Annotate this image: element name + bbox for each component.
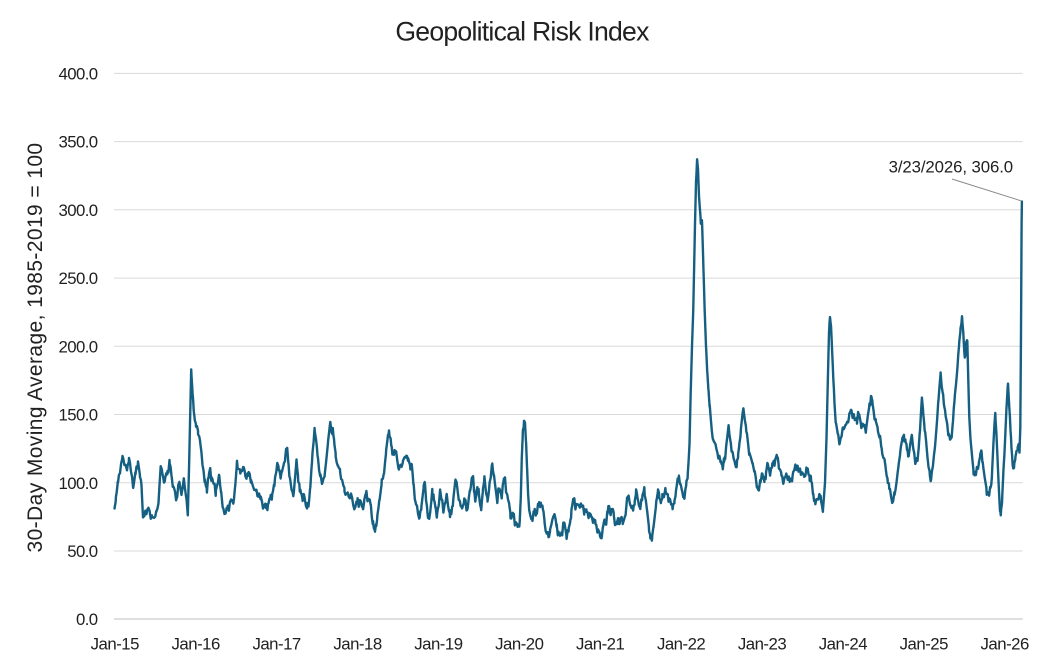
- svg-text:Jan-22: Jan-22: [657, 634, 705, 653]
- svg-text:Jan-15: Jan-15: [91, 634, 139, 653]
- svg-text:Geopolitical Risk Index: Geopolitical Risk Index: [395, 17, 650, 47]
- svg-text:100.0: 100.0: [59, 474, 98, 493]
- svg-text:Jan-18: Jan-18: [333, 634, 381, 653]
- svg-text:250.0: 250.0: [59, 269, 98, 288]
- svg-text:3/23/2026, 306.0: 3/23/2026, 306.0: [889, 157, 1013, 176]
- svg-text:200.0: 200.0: [59, 337, 98, 356]
- svg-text:Jan-24: Jan-24: [819, 634, 867, 653]
- svg-text:30-Day Moving Average, 1985-20: 30-Day Moving Average, 1985-2019 = 100: [24, 142, 47, 552]
- svg-text:Jan-17: Jan-17: [252, 634, 300, 653]
- svg-text:400.0: 400.0: [59, 64, 98, 83]
- svg-text:300.0: 300.0: [59, 201, 98, 220]
- svg-text:Jan-25: Jan-25: [900, 634, 948, 653]
- svg-text:50.0: 50.0: [67, 542, 98, 561]
- svg-text:Jan-20: Jan-20: [495, 634, 543, 653]
- svg-text:Jan-19: Jan-19: [414, 634, 462, 653]
- svg-text:Jan-21: Jan-21: [576, 634, 624, 653]
- svg-text:Jan-23: Jan-23: [738, 634, 786, 653]
- svg-text:350.0: 350.0: [59, 133, 98, 152]
- svg-text:0.0: 0.0: [76, 610, 98, 629]
- svg-text:Jan-26: Jan-26: [981, 634, 1029, 653]
- svg-text:Jan-16: Jan-16: [172, 634, 220, 653]
- svg-text:150.0: 150.0: [59, 406, 98, 425]
